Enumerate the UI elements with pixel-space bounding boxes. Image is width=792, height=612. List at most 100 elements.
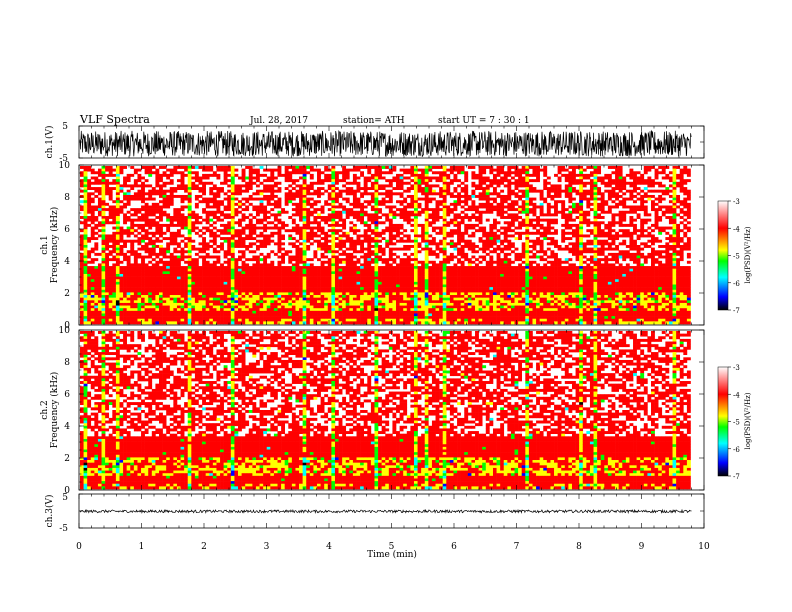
spectrogram-cell [453, 287, 458, 291]
spectrogram-cell [435, 310, 440, 314]
spectrogram-cell [141, 223, 145, 227]
spectrogram-cell [399, 260, 404, 264]
spectrogram-cell [169, 242, 174, 246]
spectrogram-cell [173, 310, 178, 314]
spectrogram-cell [277, 245, 282, 248]
spectrogram-cell [338, 237, 343, 241]
spectrogram-cell [108, 258, 113, 262]
spectrogram-cell [324, 318, 329, 322]
spectrogram-cell [428, 197, 433, 201]
spectrogram-cell [123, 300, 127, 304]
spectrogram-cell [431, 171, 436, 175]
spectrogram-cell [137, 184, 142, 188]
spectrogram-cell [176, 263, 181, 267]
spectrogram-cell [205, 245, 210, 248]
spectrogram-cell [334, 210, 339, 214]
spectrogram-cell [363, 281, 368, 285]
spectrogram-cell [105, 295, 110, 298]
spectrogram-cell [87, 255, 92, 259]
spectrogram-cell [209, 197, 214, 201]
spectrogram-cell [356, 300, 361, 304]
spectrogram-cell [327, 176, 332, 180]
spectrogram-cell [309, 300, 314, 304]
spectrogram-cell [105, 297, 110, 301]
spectrogram-cell [352, 189, 357, 193]
spectrogram-cell [159, 310, 163, 314]
spectrogram-cell [205, 181, 210, 185]
spectrogram-cell [255, 316, 260, 320]
spectrogram-cell [194, 231, 199, 235]
spectrogram-cell [155, 237, 160, 241]
spectrogram-cell [367, 255, 372, 259]
spectrogram-cell [424, 197, 429, 201]
spectrogram-cell [252, 321, 257, 325]
spectrogram-cell [263, 189, 268, 193]
spectrogram-cell [148, 273, 153, 277]
spectrogram-cell [370, 192, 375, 196]
spectrogram-cell [263, 194, 268, 198]
spectrogram-cell [284, 310, 289, 314]
spectrogram-cell [126, 268, 131, 272]
spectrogram-cell [202, 289, 206, 293]
spectrogram-cell [220, 308, 224, 312]
spectrogram-cell [299, 268, 303, 272]
spectrogram-cell [281, 268, 285, 272]
spectrogram-cell [421, 284, 426, 288]
spectrogram-cell [345, 284, 350, 288]
spectrogram-cell [173, 316, 178, 320]
spectrogram-cell [151, 208, 156, 212]
spectrogram-cell [313, 168, 318, 172]
spectrogram-cell [245, 289, 250, 293]
spectrogram-cell [97, 268, 102, 272]
spectrogram-cell [205, 271, 210, 275]
spectrogram-cell [202, 300, 206, 304]
spectrogram-cell [320, 300, 325, 304]
spectrogram-cell [119, 313, 124, 317]
spectrogram-cell [137, 242, 142, 246]
spectrogram-cell [385, 305, 390, 309]
spectrogram-cell [162, 289, 167, 293]
spectrogram-cell [162, 313, 167, 317]
spectrogram-cell [295, 321, 300, 325]
spectrogram-cell [83, 300, 88, 304]
spectrogram-cell [320, 171, 325, 175]
spectrogram-cell [209, 168, 214, 172]
spectrogram-cell [367, 213, 372, 217]
spectrogram-cell [317, 279, 321, 283]
spectrogram-cell [324, 273, 329, 277]
spectrogram-cell [413, 250, 418, 254]
spectrogram-cell [259, 202, 264, 206]
spectrogram-cell [205, 318, 210, 322]
spectrogram-cell [205, 266, 210, 269]
spectrogram-cell [187, 313, 192, 317]
spectrogram-cell [453, 305, 458, 309]
spectrogram-cell [291, 242, 296, 246]
spectrogram-cell [453, 313, 458, 317]
spectrogram-cell [133, 171, 138, 175]
spectrogram-cell [148, 192, 153, 196]
spectrogram-cell [263, 310, 268, 314]
spectrogram-cell [191, 273, 196, 277]
spectrogram-cell [410, 258, 415, 262]
spectrogram-cell [209, 271, 214, 275]
spectrogram-cell [392, 187, 397, 190]
spectrogram-cell [166, 266, 171, 269]
spectrogram-cell [137, 271, 142, 275]
spectrogram-cell [360, 268, 364, 272]
spectrogram-cell [187, 226, 192, 230]
spectrogram-cell [449, 284, 454, 288]
spectrogram-cell [108, 276, 113, 280]
spectrogram-cell [133, 308, 138, 312]
spectrogram-cell [144, 247, 149, 251]
spectrogram-cell [320, 218, 325, 222]
spectrogram-cell [87, 271, 92, 275]
spectrogram-cell [417, 268, 422, 272]
spectrogram-cell [266, 239, 271, 243]
spectrogram-cell [176, 258, 181, 262]
spectrogram-cell [291, 305, 296, 309]
spectrogram-cell [187, 194, 192, 198]
spectrogram-cell [331, 305, 336, 309]
spectrogram-cell [424, 184, 429, 188]
spectrogram-cell [334, 300, 339, 304]
spectrogram-cell [141, 218, 145, 222]
